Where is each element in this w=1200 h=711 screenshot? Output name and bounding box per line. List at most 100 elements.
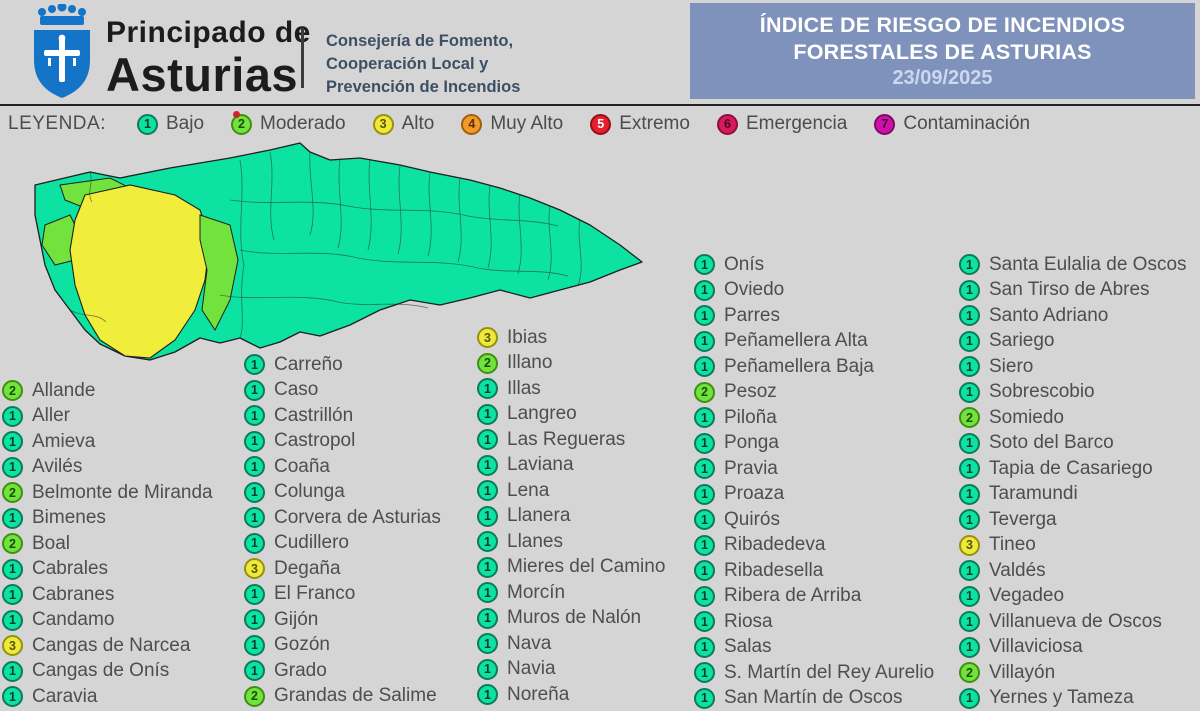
risk-level-badge: 1 <box>477 556 498 578</box>
municipality-row: 1 Oviedo <box>694 278 934 304</box>
municipality-name: Pravia <box>724 457 778 479</box>
municipality-row: 1 Cabranes <box>2 582 213 608</box>
municipality-name: Caravia <box>32 685 98 707</box>
asturias-map-svg <box>34 142 643 361</box>
municipality-row: 2 Villayón <box>959 660 1187 686</box>
risk-level-badge: 1 <box>244 405 265 427</box>
municipality-row: 3 Ibias <box>477 325 665 351</box>
municipality-row: 2 Boal <box>2 531 213 557</box>
risk-level-badge: 1 <box>694 330 715 352</box>
municipality-row: 3 Tineo <box>959 533 1187 559</box>
municipality-row: 1 Laviana <box>477 453 665 479</box>
report-title-line1: ÍNDICE DE RIESGO DE INCENDIOS <box>759 12 1126 37</box>
municipality-name: Peñamellera Baja <box>724 355 874 377</box>
municipality-row: 1 Caso <box>244 378 441 404</box>
municipality-row: 1 Caravia <box>2 684 213 710</box>
department-line2: Cooperación Local y <box>326 54 489 73</box>
municipality-name: Peñamellera Alta <box>724 330 868 352</box>
risk-level-badge: 3 <box>2 635 23 657</box>
risk-level-badge: 1 <box>2 609 23 631</box>
legend-item: 6 Emergencia <box>716 113 847 135</box>
risk-level-badge: 1 <box>694 305 715 327</box>
municipality-row: 1 Carreño <box>244 352 441 378</box>
risk-level-badge: 1 <box>694 483 715 505</box>
municipality-column-4: 1 Onís 1 Oviedo 1 Parres 1 Peñamellera Alta 1 Peñ… <box>694 252 934 711</box>
municipality-row: 1 Navia <box>477 657 665 683</box>
municipality-row: 1 Soto del Barco <box>959 431 1187 457</box>
municipality-name: Avilés <box>32 456 83 478</box>
municipality-row: 1 San Tirso de Abres <box>959 278 1187 304</box>
municipality-name: San Martín de Oscos <box>724 687 903 709</box>
municipality-name: Santa Eulalia de Oscos <box>989 253 1187 275</box>
municipality-row: 1 Avilés <box>2 455 213 481</box>
municipality-name: Teverga <box>989 508 1057 530</box>
legend-item-label: Muy Alto <box>490 113 564 134</box>
municipality-name: Soto del Barco <box>989 432 1114 454</box>
municipality-name: Tapia de Casariego <box>989 457 1153 479</box>
risk-level-badge: 3 <box>477 327 498 349</box>
org-title: Principado de Asturias <box>106 17 311 99</box>
municipality-row: 3 Degaña <box>244 556 441 582</box>
municipality-row: 1 S. Martín del Rey Aurelio <box>694 660 934 686</box>
risk-level-badge: 1 <box>694 687 715 709</box>
municipal-borders <box>69 151 582 339</box>
municipality-row: 1 Ribadedeva <box>694 533 934 559</box>
municipality-row: 1 Amieva <box>2 429 213 455</box>
risk-level-badge: 1 <box>959 279 980 301</box>
legend-item-label: Bajo <box>165 113 205 134</box>
risk-level-badge: 2 <box>959 407 980 429</box>
risk-level-badge: 6 <box>716 113 738 135</box>
legend-item-label: Contaminación <box>903 113 1031 134</box>
risk-level-badge: 1 <box>959 432 980 454</box>
municipality-column-1: 2 Allande 1 Aller 1 Amieva 1 Avilés 2 Belmonte de… <box>2 378 213 710</box>
municipality-name: Llanera <box>507 505 571 527</box>
municipality-row: 1 Cabrales <box>2 557 213 583</box>
risk-level-badge: 1 <box>694 356 715 378</box>
risk-level-badge: 1 <box>477 633 498 655</box>
municipality-name: Bimenes <box>32 507 106 529</box>
municipality-row: 1 Taramundi <box>959 482 1187 508</box>
risk-level-badge: 1 <box>244 507 265 529</box>
municipality-column-3: 3 Ibias 2 Illano 1 Illas 1 Langreo 1 Las Regueras… <box>477 325 665 708</box>
municipality-name: Nava <box>507 632 552 654</box>
risk-level-badge: 1 <box>694 560 715 582</box>
municipality-row: 1 Ponga <box>694 431 934 457</box>
risk-level-badge: 1 <box>959 560 980 582</box>
municipality-row: 3 Cangas de Narcea <box>2 633 213 659</box>
municipality-name: Ribadedeva <box>724 534 826 556</box>
municipality-row: 1 Llanes <box>477 529 665 555</box>
header-separator <box>0 104 1200 106</box>
legend-item: 3 Alto <box>372 113 434 135</box>
municipality-row: 1 Langreo <box>477 402 665 428</box>
municipality-name: Ponga <box>724 432 779 454</box>
risk-level-badge: 1 <box>959 611 980 633</box>
header-divider <box>301 28 304 88</box>
risk-level-badge: 1 <box>959 636 980 658</box>
municipality-name: Valdés <box>989 559 1046 581</box>
municipality-row: 1 Bimenes <box>2 506 213 532</box>
municipality-row: 1 Ribera de Arriba <box>694 584 934 610</box>
municipality-row: 2 Grandas de Salime <box>244 684 441 710</box>
risk-level-badge: 1 <box>477 378 498 400</box>
legend-title: LEYENDA: <box>8 113 106 134</box>
municipality-row: 2 Illano <box>477 351 665 377</box>
municipality-name: Noreña <box>507 683 570 705</box>
municipality-name: Llanes <box>507 530 563 552</box>
municipality-row: 2 Allande <box>2 378 213 404</box>
municipality-row: 1 Coaña <box>244 454 441 480</box>
risk-level-badge: 1 <box>694 254 715 276</box>
asturias-risk-map <box>8 140 653 370</box>
risk-level-badge: 3 <box>959 534 980 556</box>
municipality-row: 1 Cudillero <box>244 531 441 557</box>
risk-level-badge: 1 <box>959 483 980 505</box>
map-high-risk-area <box>69 184 211 359</box>
municipality-name: Santo Adriano <box>989 304 1109 326</box>
municipality-name: Villanueva de Oscos <box>989 610 1162 632</box>
municipality-row: 1 Gozón <box>244 633 441 659</box>
municipality-row: 1 Villanueva de Oscos <box>959 609 1187 635</box>
asturias-shield-icon <box>34 2 90 98</box>
risk-level-badge: 1 <box>244 634 265 656</box>
municipality-name: Riosa <box>724 610 773 632</box>
municipality-row: 1 Castrillón <box>244 403 441 429</box>
municipality-row: 1 Nava <box>477 631 665 657</box>
